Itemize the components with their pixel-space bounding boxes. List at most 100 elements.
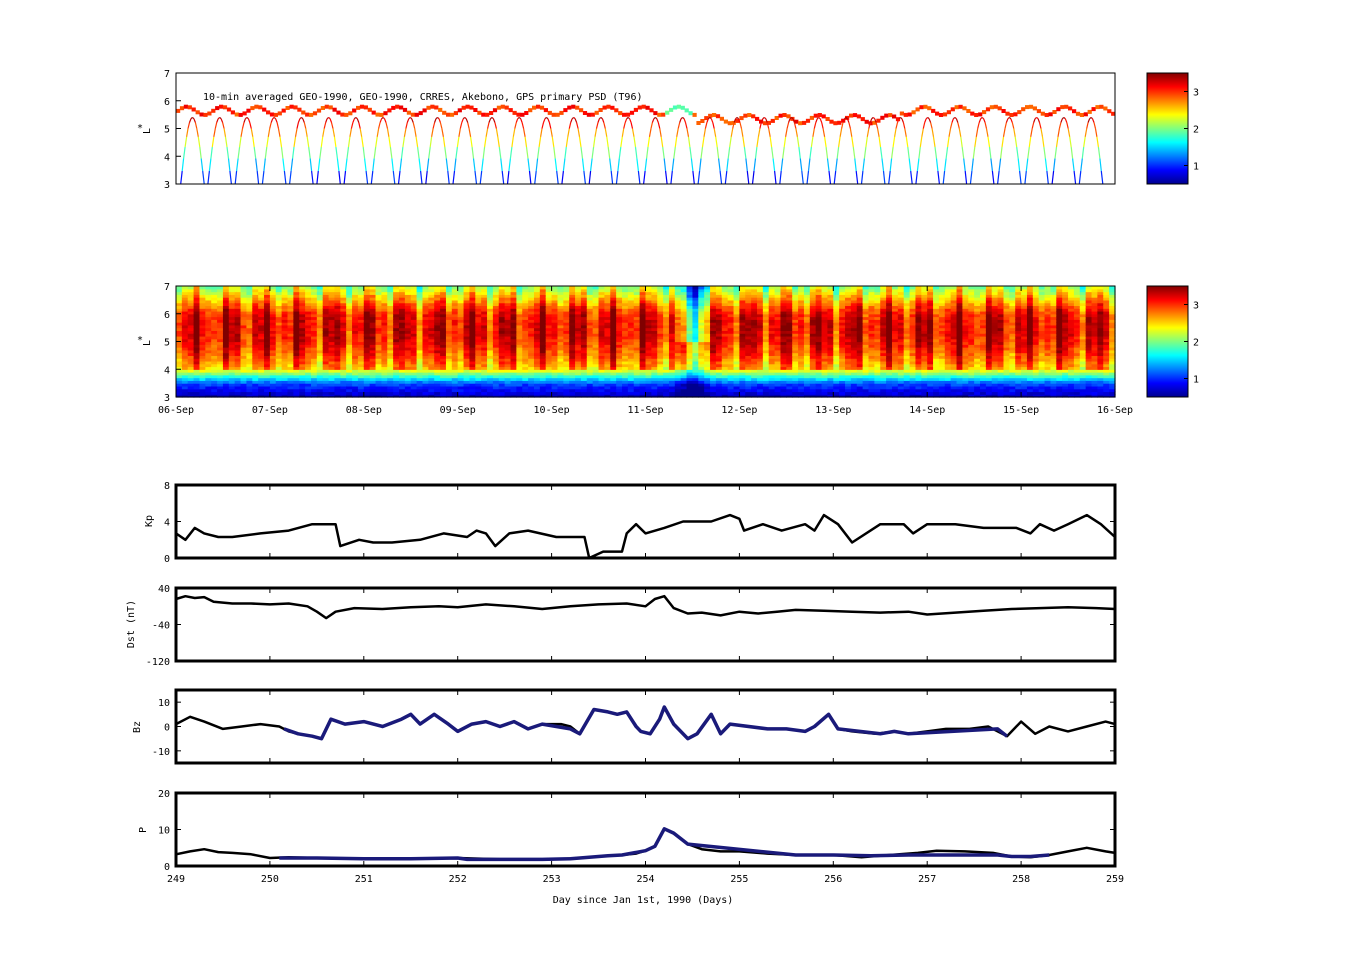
heat-cell <box>346 347 353 351</box>
heat-cell <box>287 360 294 365</box>
psd-observation <box>203 112 208 117</box>
heat-cell <box>246 358 253 362</box>
psd-observation <box>950 107 955 112</box>
heat-cell <box>275 297 283 301</box>
heat-cell <box>410 388 418 393</box>
heat-cell <box>610 302 617 307</box>
heat-cell <box>193 349 201 354</box>
heat-cell <box>727 391 735 395</box>
heat-cell <box>639 305 647 309</box>
heat-cell <box>176 385 183 390</box>
heat-cell <box>698 363 705 368</box>
heat-cell <box>645 372 652 376</box>
heat-cell <box>328 327 336 332</box>
heat-cell <box>575 324 582 329</box>
heat-cell <box>751 363 758 368</box>
heat-cell <box>745 358 752 362</box>
psd-observation <box>406 110 411 115</box>
psd-observation <box>878 136 882 148</box>
heat-cell <box>739 327 746 332</box>
heat-cell <box>363 394 371 398</box>
heat-cell <box>692 294 699 298</box>
heat-cell <box>780 316 787 320</box>
heat-cell <box>340 327 347 332</box>
heat-cell <box>592 352 600 356</box>
psd-observation <box>238 112 243 117</box>
heat-cell <box>751 310 758 315</box>
heat-cell <box>246 327 253 332</box>
heat-cell <box>557 305 564 309</box>
heat-cell <box>586 385 594 390</box>
psd-observation <box>875 122 879 129</box>
psd-observation <box>895 117 901 122</box>
heat-cell <box>522 288 529 293</box>
heat-cell <box>305 385 312 390</box>
heat-cell <box>176 338 183 343</box>
psd-observation <box>1063 116 1066 120</box>
psd-observation <box>794 119 799 124</box>
psd-observation <box>348 111 353 116</box>
heat-cell <box>252 344 259 348</box>
heat-cell <box>533 313 541 318</box>
heat-cell <box>211 302 218 307</box>
heat-cell <box>674 305 682 309</box>
psd-observation <box>356 118 360 123</box>
heat-cell <box>387 369 394 373</box>
heat-cell <box>205 313 212 318</box>
heat-cell <box>363 288 371 293</box>
psd-observation <box>320 136 324 148</box>
heat-cell <box>545 341 553 345</box>
heat-cell <box>287 299 294 304</box>
heat-cell <box>727 372 735 376</box>
psd-observation <box>375 112 380 117</box>
heat-cell <box>404 335 412 340</box>
heat-cell <box>404 308 412 312</box>
heat-cell <box>674 286 682 290</box>
psd-observation <box>661 112 666 117</box>
psd-observation <box>556 170 559 185</box>
heat-cell <box>633 313 641 318</box>
psd-observation <box>825 117 830 121</box>
heat-cell <box>762 305 770 309</box>
heat-cell <box>375 327 383 332</box>
heat-cell <box>228 324 236 329</box>
heat-cell <box>745 355 752 359</box>
heat-cell <box>334 369 341 373</box>
heat-cell <box>393 327 400 332</box>
heat-cell <box>451 297 459 301</box>
psd-observation <box>1067 128 1071 138</box>
heat-cell <box>492 380 500 384</box>
psd-observation <box>358 122 361 129</box>
heat-cell <box>445 324 453 329</box>
heat-cell <box>187 327 195 332</box>
heat-cell <box>222 335 230 340</box>
psd-observation <box>273 116 276 120</box>
heat-cell <box>428 319 435 323</box>
heat-cell <box>334 366 341 370</box>
heat-cell <box>745 333 752 337</box>
heat-cell <box>393 369 400 373</box>
heat-cell <box>551 286 559 290</box>
heat-cell <box>375 374 383 379</box>
heat-cell <box>774 302 782 307</box>
heat-cell <box>592 388 600 393</box>
heat-cell <box>222 324 230 329</box>
heat-cell <box>745 286 752 290</box>
heat-cell <box>498 369 506 373</box>
heat-cell <box>715 383 723 387</box>
heat-cell <box>580 333 588 337</box>
heat-cell <box>393 319 400 323</box>
heat-cell <box>475 297 482 301</box>
heat-cell <box>674 335 682 340</box>
heat-cell <box>733 355 740 359</box>
psd-observation <box>771 146 774 159</box>
heat-cell <box>222 369 230 373</box>
heat-cell <box>622 341 629 345</box>
heat-cell <box>334 319 341 323</box>
heat-cell <box>774 374 782 379</box>
heat-cell <box>627 333 635 337</box>
heat-cell <box>598 297 606 301</box>
heat-cell <box>451 310 459 315</box>
psd-observation <box>981 116 984 120</box>
heat-cell <box>774 385 782 390</box>
